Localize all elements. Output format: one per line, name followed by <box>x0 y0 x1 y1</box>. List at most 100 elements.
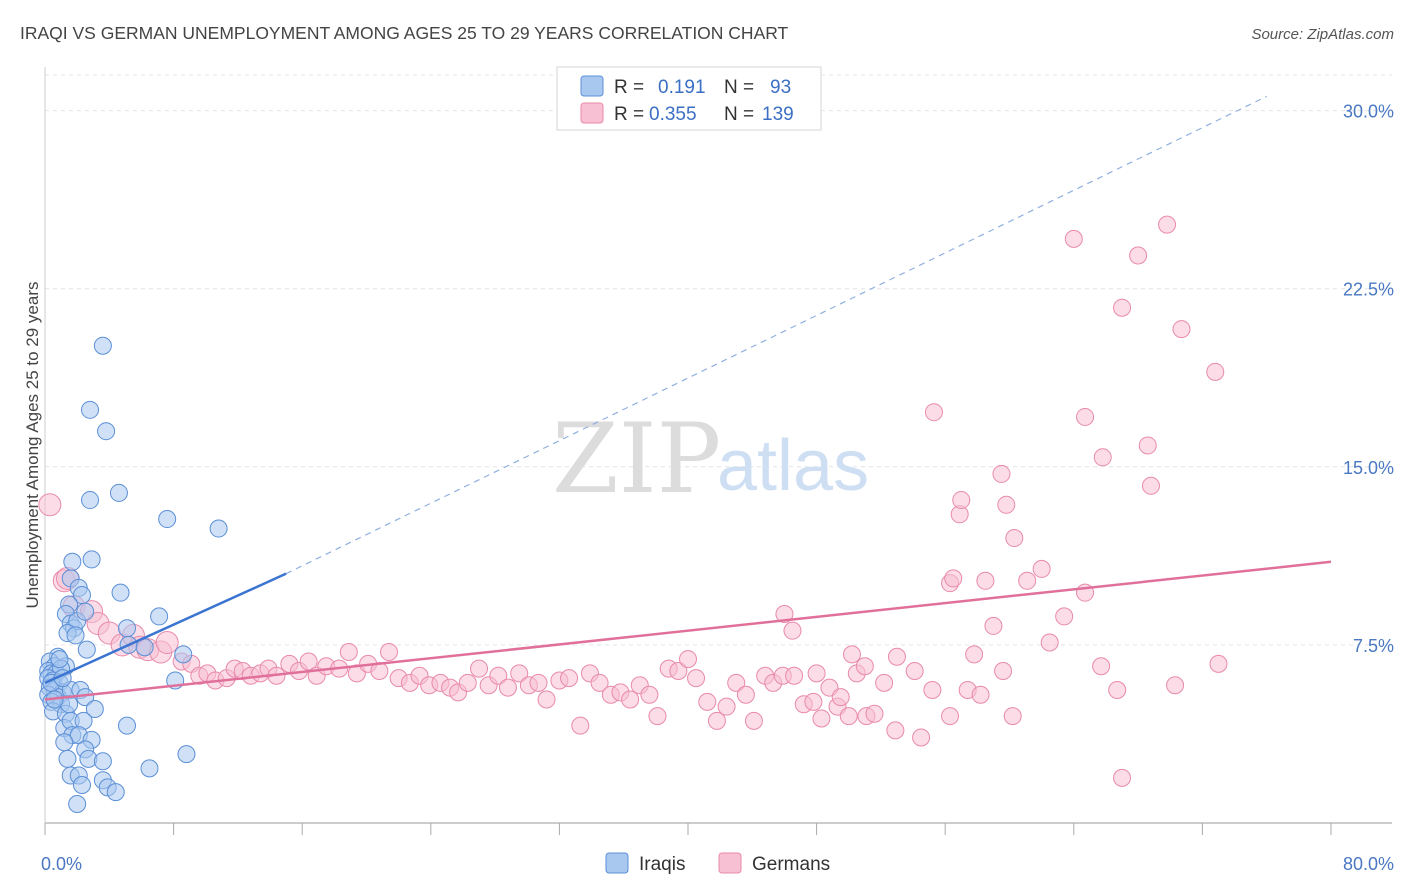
germans-point-124 <box>1064 229 1083 248</box>
y-tick-label-3: 30.0% <box>1343 102 1394 122</box>
germans-point-125 <box>1129 246 1148 265</box>
germans-point-85 <box>865 704 884 723</box>
germans-point-109 <box>976 571 995 590</box>
series-legend-swatch-iraqis <box>605 852 629 874</box>
germans-point-90 <box>923 681 942 700</box>
germans-point-59 <box>621 690 640 709</box>
iraqis-point-21 <box>66 626 85 645</box>
legend-iraqis-r-value: 0.191 <box>658 77 706 98</box>
watermark: ZIP atlas <box>552 403 869 515</box>
series-iraqis-points <box>39 336 228 814</box>
germans-point-87 <box>886 721 905 740</box>
watermark-zip: ZIP <box>552 403 721 515</box>
series-legend-swatch-germans <box>718 852 742 874</box>
iraqis-point-60 <box>55 733 74 752</box>
y-tick-label-2: 22.5% <box>1343 280 1394 300</box>
legend-germans-r-label: R = <box>614 104 644 125</box>
germans-point-99 <box>855 657 874 676</box>
iraqis-point-61 <box>58 749 77 768</box>
germans-point-46 <box>489 666 508 685</box>
iraqis-point-64 <box>93 752 112 771</box>
iraqis-point-26 <box>77 640 96 659</box>
germans-point-93 <box>971 685 990 704</box>
series-legend-label-iraqis: Iraqis <box>639 854 685 875</box>
germans-point-122 <box>1206 362 1225 381</box>
iraqis-point-65 <box>177 745 196 764</box>
germans-point-0 <box>38 493 62 517</box>
germans-point-128 <box>1113 768 1132 787</box>
chart-source: Source: ZipAtlas.com <box>1251 26 1394 43</box>
germans-point-68 <box>707 711 726 730</box>
germans-point-43 <box>458 673 477 692</box>
germans-point-72 <box>744 711 763 730</box>
legend-germans-r-value: 0.355 <box>649 104 697 125</box>
germans-point-113 <box>944 569 963 588</box>
germans-point-96 <box>775 605 794 624</box>
germans-point-44 <box>470 659 489 678</box>
iraqis-point-75 <box>50 650 69 669</box>
iraqis-point-2 <box>97 422 116 441</box>
germans-point-27 <box>299 652 318 671</box>
germans-point-62 <box>648 707 667 726</box>
germans-point-120 <box>1113 298 1132 317</box>
x-tick-labels: 0.0% 80.0% <box>41 854 1394 874</box>
germans-point-48 <box>510 664 529 683</box>
germans-point-86 <box>875 673 894 692</box>
germans-point-121 <box>1172 320 1191 339</box>
iraqis-point-8 <box>63 552 82 571</box>
germans-point-69 <box>717 697 736 716</box>
series-legend-label-germans: Germans <box>752 854 830 875</box>
germans-point-53 <box>560 669 579 688</box>
x-tick-label-1: 80.0% <box>1343 854 1394 874</box>
trend-line-germans <box>44 560 1332 701</box>
iraqis-point-72 <box>106 783 125 802</box>
germans-point-91 <box>941 707 960 726</box>
germans-point-97 <box>783 621 802 640</box>
iraqis-point-73 <box>68 795 87 814</box>
germans-point-65 <box>679 650 697 669</box>
iraqis-point-51 <box>85 700 104 719</box>
germans-point-94 <box>994 662 1013 681</box>
germans-point-115 <box>992 464 1011 483</box>
germans-point-119 <box>1141 476 1160 495</box>
germans-point-116 <box>1093 448 1112 467</box>
germans-point-107 <box>1108 681 1127 700</box>
germans-point-101 <box>984 616 1003 635</box>
germans-point-130 <box>1040 633 1059 652</box>
x-tick-label-0: 0.0% <box>41 854 82 874</box>
legend-germans-n-label: N = <box>724 104 754 125</box>
legend-iraqis-n-label: N = <box>724 77 754 98</box>
germans-point-118 <box>1138 436 1157 455</box>
germans-point-70 <box>727 673 746 692</box>
iraqis-point-9 <box>82 550 101 569</box>
germans-point-56 <box>590 673 609 692</box>
germans-point-104 <box>1055 607 1074 626</box>
watermark-atlas: atlas <box>717 426 869 506</box>
iraqis-point-3 <box>81 491 100 510</box>
germans-point-117 <box>1076 407 1095 426</box>
iraqis-point-0 <box>93 336 112 355</box>
germans-point-79 <box>812 709 831 728</box>
germans-point-98 <box>842 645 861 664</box>
trend-line-iraqis-dashed <box>285 95 1267 575</box>
germans-point-64 <box>669 662 688 681</box>
germans-point-54 <box>571 716 590 735</box>
series-legend: Iraqis Germans <box>605 852 830 875</box>
germans-point-102 <box>1018 571 1037 590</box>
chart-title: IRAQI VS GERMAN UNEMPLOYMENT AMONG AGES … <box>20 23 789 43</box>
trend-line-iraqis <box>44 572 287 685</box>
legend-iraqis-r-label: R = <box>614 77 644 98</box>
iraqis-point-1 <box>81 400 100 419</box>
y-tick-labels: 7.5% 15.0% 22.5% 30.0% <box>1343 102 1394 656</box>
germans-point-31 <box>339 643 358 662</box>
germans-point-110 <box>1005 529 1024 548</box>
y-axis-label: Unemployment Among Ages 25 to 29 years <box>23 282 42 609</box>
germans-point-76 <box>785 666 804 685</box>
germans-point-50 <box>529 673 548 692</box>
germans-point-129 <box>952 491 971 510</box>
germans-point-100 <box>965 645 984 664</box>
germans-point-123 <box>1158 215 1177 234</box>
germans-point-71 <box>736 685 755 704</box>
series-germans-points <box>38 215 1228 787</box>
iraqis-point-59 <box>117 716 136 735</box>
